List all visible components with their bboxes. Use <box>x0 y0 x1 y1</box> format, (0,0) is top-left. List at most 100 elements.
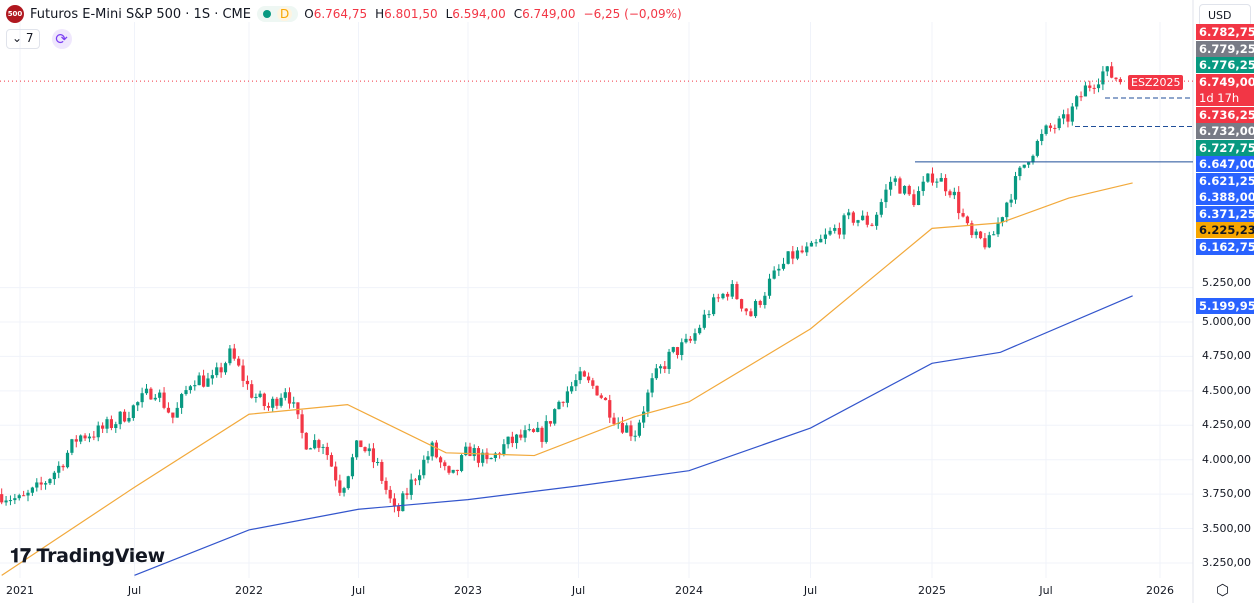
candle-body <box>814 242 818 244</box>
price-axis-label: 6.732,00 <box>1196 123 1254 139</box>
candle-body <box>476 448 481 463</box>
candle-body <box>565 391 570 403</box>
candle-body <box>355 440 359 458</box>
y-tick-label: 3.250,00 <box>1202 555 1251 569</box>
candle-body <box>8 500 13 502</box>
candle-body <box>721 293 725 299</box>
x-tick-label: Jul <box>1039 584 1053 597</box>
candle-body <box>642 411 646 423</box>
candle-body <box>422 459 426 476</box>
indicators-count: 7 <box>25 31 34 45</box>
candle-body <box>237 358 241 366</box>
candle-body <box>930 173 935 183</box>
candle-body <box>48 479 52 484</box>
candle-body <box>620 422 625 433</box>
candle-body <box>875 214 879 226</box>
candle-body <box>795 250 800 259</box>
candle-body <box>712 297 716 315</box>
currency-select[interactable]: USD <box>1199 4 1251 27</box>
candle-body <box>1027 162 1031 165</box>
market-open-icon <box>262 10 271 18</box>
candle-body <box>140 393 144 403</box>
candle-body <box>514 434 519 444</box>
candle-body <box>591 380 595 386</box>
candle-body <box>376 462 380 464</box>
candle-body <box>506 436 510 445</box>
candle-body <box>232 348 236 359</box>
symbol-title[interactable]: Futuros E-Mini S&P 500 · 1S · CME <box>30 6 251 22</box>
settings-icon[interactable]: ⬡ <box>1216 581 1230 599</box>
candle-body <box>758 301 762 305</box>
candle-body <box>663 366 667 369</box>
y-tick-label: 4.000,00 <box>1202 452 1251 466</box>
low-label: L <box>445 7 453 21</box>
candle-body <box>300 414 304 433</box>
candle-body <box>171 412 175 418</box>
candle-body <box>557 401 561 410</box>
candle-body <box>531 429 536 432</box>
candle-body <box>122 411 127 422</box>
candle-body <box>586 376 591 381</box>
candle-body <box>271 398 275 408</box>
candle-body <box>57 465 61 473</box>
candle-body <box>879 202 883 215</box>
candle-body <box>254 396 258 398</box>
candle-body <box>948 191 952 196</box>
y-tick-label: 4.500,00 <box>1202 383 1251 397</box>
candle-body <box>197 375 201 386</box>
candle-body <box>1048 125 1053 128</box>
candle-body <box>359 440 363 448</box>
candle-body <box>434 442 438 458</box>
candle-body <box>287 392 292 404</box>
candle-body <box>215 367 219 376</box>
candle-body <box>201 375 206 387</box>
candle-body <box>426 456 430 460</box>
candle-body <box>1035 140 1039 156</box>
ma50-line <box>1 182 1133 576</box>
candle-body <box>574 380 578 387</box>
candle-body <box>346 476 350 489</box>
sync-icon[interactable]: ⟳ <box>51 29 72 49</box>
candle-body <box>599 395 603 398</box>
candle-body <box>1088 85 1092 88</box>
candle-body <box>144 388 149 394</box>
candle-body <box>401 493 405 512</box>
price-axis-label: 6.727,75 <box>1196 139 1254 156</box>
candle-body <box>943 177 948 192</box>
candle-body <box>837 227 841 235</box>
candle-body <box>961 213 965 217</box>
candle-body <box>680 342 684 355</box>
candle-body <box>726 293 730 297</box>
candle-body <box>493 453 497 459</box>
candle-body <box>127 417 131 422</box>
candle-body <box>188 386 192 391</box>
candle-body <box>350 457 355 477</box>
candle-body <box>983 238 987 248</box>
chevron-down-icon: ⌄ <box>12 31 26 45</box>
candle-body <box>70 439 74 453</box>
candle-body <box>646 392 650 412</box>
candle-body <box>39 482 43 485</box>
candle-body <box>889 181 893 190</box>
candle-body <box>1101 71 1105 85</box>
candle-body <box>223 363 228 373</box>
candle-body <box>1057 118 1061 129</box>
candle-body <box>342 488 346 493</box>
candle-body <box>809 242 814 247</box>
candle-body <box>367 448 371 452</box>
candle-body <box>772 270 776 279</box>
candle-body <box>730 284 734 297</box>
candle-body <box>1009 199 1013 203</box>
candle-body <box>338 480 342 493</box>
candle-body <box>1022 164 1026 168</box>
candle-body <box>735 284 739 300</box>
candle-body <box>978 231 983 239</box>
candle-body <box>384 480 388 490</box>
candle-body <box>707 314 711 316</box>
indicators-toggle[interactable]: ⌄ 7 <box>6 29 40 49</box>
price-axis-label: 6.225,23 <box>1196 222 1254 238</box>
candle-body <box>791 251 795 259</box>
candle-body <box>527 429 531 431</box>
candle-body <box>4 500 8 503</box>
